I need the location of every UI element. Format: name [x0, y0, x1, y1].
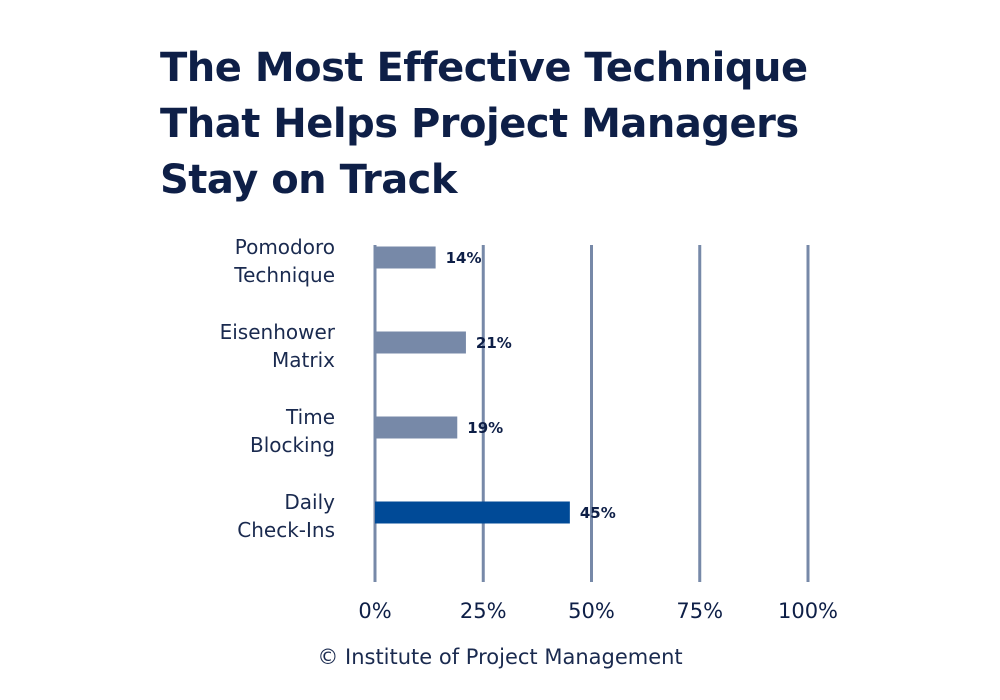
y-tick-label: Eisenhower Matrix	[219, 319, 335, 372]
source-note: © Institute of Project Management	[317, 645, 683, 669]
y-tick-label: Pomodoro Technique	[234, 234, 335, 287]
value-label: 14%	[446, 249, 482, 267]
value-label: 21%	[476, 334, 512, 352]
chart-title: The Most Effective Technique That Helps …	[160, 45, 808, 203]
x-tick-label: 25%	[460, 599, 507, 623]
bar	[375, 331, 466, 354]
bar	[375, 416, 458, 439]
x-tick-label: 100%	[778, 599, 838, 623]
x-tick-label: 75%	[676, 599, 723, 623]
y-tick-label: Time Blocking	[249, 404, 335, 457]
bar	[375, 246, 436, 269]
y-tick-label: Daily Check-Ins	[237, 489, 335, 542]
value-label: 19%	[467, 419, 503, 437]
bar	[375, 501, 570, 524]
x-tick-label: 0%	[358, 599, 391, 623]
value-label: 45%	[580, 504, 616, 522]
x-tick-label: 50%	[568, 599, 615, 623]
